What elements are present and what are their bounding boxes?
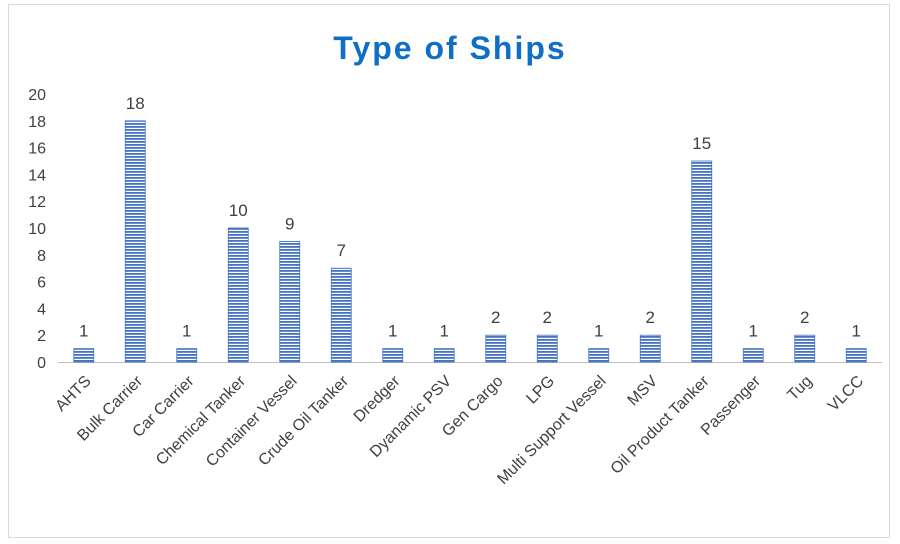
bar [279, 240, 301, 363]
data-label: 18 [126, 94, 145, 113]
y-tick-label: 18 [28, 114, 46, 131]
chart-title: Type of Ships [333, 30, 567, 66]
data-label: 7 [337, 241, 346, 260]
data-label: 2 [800, 308, 809, 327]
bar [794, 334, 816, 363]
bar [227, 227, 249, 363]
bar [742, 348, 764, 363]
data-label: 1 [440, 322, 449, 341]
category-label: Crude Oil Tanker [255, 372, 352, 469]
bar [485, 334, 507, 363]
bar [588, 348, 610, 363]
y-tick-label: 10 [28, 221, 46, 238]
data-label: 9 [285, 214, 294, 233]
y-tick-label: 8 [37, 248, 46, 265]
data-label: 1 [79, 322, 88, 341]
category-label: VLCC [825, 373, 867, 415]
y-tick-label: 12 [28, 194, 46, 211]
data-label: 1 [749, 322, 758, 341]
bar [433, 348, 455, 363]
chart-frame [8, 4, 890, 538]
bars [73, 120, 867, 363]
bar [536, 334, 558, 363]
data-label: 10 [229, 201, 248, 220]
category-label: Oil Product Tanker [608, 372, 713, 477]
bar [845, 348, 867, 363]
data-label: 2 [646, 308, 655, 327]
y-tick-label: 14 [28, 167, 46, 184]
category-label: Container Vessel [203, 373, 301, 471]
bar [382, 348, 404, 363]
data-label: 15 [692, 134, 711, 153]
data-label: 1 [388, 322, 397, 341]
category-label: AHTS [52, 373, 94, 415]
bar [691, 160, 713, 363]
bar [330, 267, 352, 363]
category-label: Chemical Tanker [153, 372, 250, 469]
y-axis-ticks: 0 2 4 6 8 10 12 14 16 18 20 [28, 87, 46, 372]
data-label: 1 [182, 322, 191, 341]
data-labels: 1 18 1 10 9 7 1 1 2 2 1 2 15 1 2 1 [79, 94, 861, 341]
data-label: 2 [491, 308, 500, 327]
y-tick-label: 2 [37, 328, 46, 345]
data-label: 1 [852, 322, 861, 341]
bar [124, 120, 146, 363]
data-label: 1 [594, 322, 603, 341]
y-tick-label: 4 [37, 301, 46, 318]
y-tick-label: 20 [28, 87, 46, 104]
category-label: MSV [625, 373, 662, 410]
y-tick-label: 6 [37, 275, 46, 292]
data-label: 2 [543, 308, 552, 327]
bar [639, 334, 661, 363]
bar [73, 348, 95, 363]
category-label: Tug [784, 373, 815, 404]
bar [176, 348, 198, 363]
y-tick-label: 16 [28, 141, 46, 158]
category-label: LPG [523, 373, 558, 408]
category-label: Dredger [351, 372, 404, 425]
y-tick-label: 0 [37, 355, 46, 372]
